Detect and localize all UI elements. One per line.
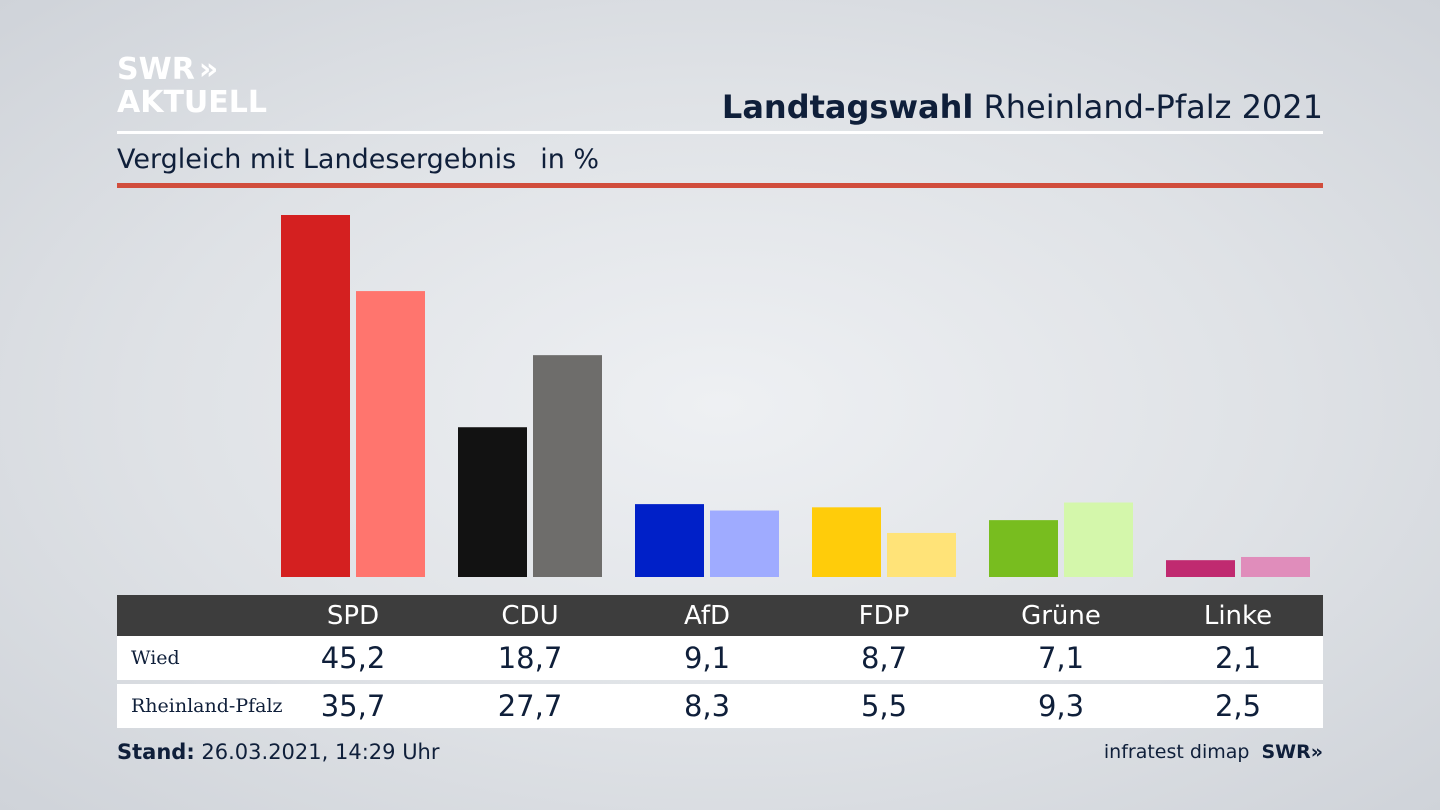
value-gruene-rheinland-pfalz: 9,3 xyxy=(1037,689,1085,723)
value-spd-rheinland-pfalz: 35,7 xyxy=(320,689,386,723)
logo-swr-text: SWR xyxy=(117,52,195,87)
party-header-linke: Linke xyxy=(1203,600,1273,631)
source-text: infratest dimap xyxy=(1103,741,1250,763)
bar-fdp-rheinland-pfalz xyxy=(887,532,956,577)
value-linke-wied: 2,1 xyxy=(1214,641,1262,675)
value-fdp-rheinland-pfalz: 5,5 xyxy=(860,689,908,723)
bar-afd-rheinland-pfalz xyxy=(710,510,779,577)
bar-cdu-wied xyxy=(458,427,527,577)
party-header-fdp: FDP xyxy=(858,600,910,631)
value-afd-wied: 9,1 xyxy=(683,641,731,675)
table-header-row: SPD CDU AfD FDP Grüne Linke xyxy=(117,595,1323,636)
value-cdu-rheinland-pfalz: 27,7 xyxy=(497,689,563,723)
value-linke-rheinland-pfalz: 2,5 xyxy=(1214,689,1262,723)
timestamp: Stand: 26.03.2021, 14:29 Uhr xyxy=(117,740,440,764)
party-header-cdu: CDU xyxy=(501,600,559,631)
row-label-wied: Wied xyxy=(131,647,180,669)
chart-subtitle: Vergleich mit Landesergebnis in % xyxy=(117,144,599,175)
bar-fdp-wied xyxy=(812,507,881,577)
accent-divider xyxy=(117,183,1323,188)
bar-spd-wied xyxy=(281,215,350,577)
subtitle-unit: in % xyxy=(540,144,600,175)
bar-gruene-wied xyxy=(989,520,1058,577)
page-title: Landtagswahl Rheinland-Pfalz 2021 xyxy=(722,88,1323,126)
results-table: SPD CDU AfD FDP Grüne Linke Wied 45,2 18,7 9,1 8… xyxy=(117,595,1323,728)
bar-spd-rheinland-pfalz xyxy=(356,291,425,577)
source-swr-logo: SWR» xyxy=(1261,741,1323,763)
party-header-spd: SPD xyxy=(326,600,380,631)
table-row-rheinland-pfalz: Rheinland-Pfalz 35,7 27,7 8,3 5,5 9,3 2,5 xyxy=(117,684,1323,728)
header-divider xyxy=(117,131,1323,134)
source-chevron-icon: » xyxy=(1310,741,1323,763)
value-spd-wied: 45,2 xyxy=(320,641,386,675)
logo-aktuell-text: AKTUELL xyxy=(117,85,268,120)
row-label-rheinland-pfalz: Rheinland-Pfalz xyxy=(131,695,283,717)
subtitle-text: Vergleich mit Landesergebnis xyxy=(117,144,517,175)
value-gruene-wied: 7,1 xyxy=(1037,641,1085,675)
source-brand: SWR xyxy=(1261,741,1311,763)
bar-gruene-rheinland-pfalz xyxy=(1064,502,1133,577)
party-header-gruene: Grüne xyxy=(1021,600,1101,631)
title-bold: Landtagswahl xyxy=(721,88,974,126)
value-fdp-wied: 8,7 xyxy=(860,641,908,675)
table-row-wied: Wied 45,2 18,7 9,1 8,7 7,1 2,1 xyxy=(117,636,1323,680)
bar-cdu-rheinland-pfalz xyxy=(533,355,602,577)
swr-aktuell-logo: SWR» AKTUELL xyxy=(117,55,267,118)
bar-linke-wied xyxy=(1166,560,1235,577)
title-rest: Rheinland-Pfalz 2021 xyxy=(983,88,1323,126)
value-afd-rheinland-pfalz: 8,3 xyxy=(683,689,731,723)
party-header-afd: AfD xyxy=(683,600,731,631)
bar-afd-wied xyxy=(635,504,704,577)
bar-linke-rheinland-pfalz xyxy=(1241,556,1310,577)
value-cdu-wied: 18,7 xyxy=(497,641,563,675)
stand-value: 26.03.2021, 14:29 Uhr xyxy=(201,740,440,764)
stand-label: Stand: xyxy=(117,740,195,764)
source-credit: infratest dimap SWR» xyxy=(1104,741,1323,763)
